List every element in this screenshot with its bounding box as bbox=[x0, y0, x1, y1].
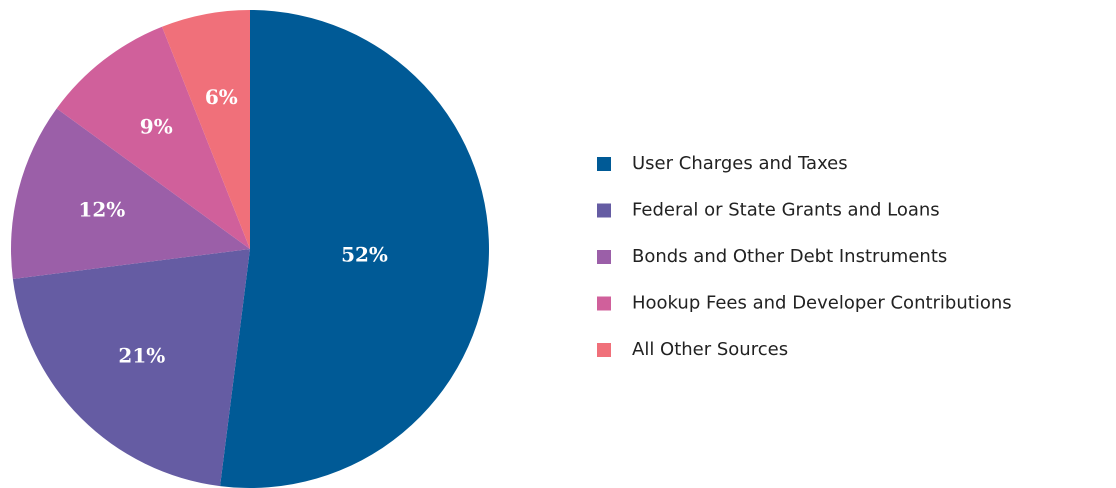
pie-slice bbox=[162, 10, 250, 249]
legend-label: Federal or State Grants and Loans bbox=[632, 200, 940, 221]
value-label: 9% bbox=[140, 115, 173, 139]
legend-label: User Charges and Taxes bbox=[632, 153, 848, 174]
pie-slice bbox=[12, 249, 251, 487]
legend-swatch bbox=[597, 296, 611, 311]
legend-label: All Other Sources bbox=[632, 339, 788, 360]
value-label: 6% bbox=[205, 85, 238, 109]
legend-swatch bbox=[597, 157, 611, 171]
legend-swatch bbox=[597, 203, 611, 218]
value-label: 52% bbox=[341, 243, 388, 267]
pie-slice bbox=[220, 10, 489, 488]
legend-label: Hookup Fees and Developer Contributions bbox=[632, 293, 1012, 314]
value-label: 12% bbox=[78, 197, 125, 221]
pie-slice bbox=[11, 108, 251, 279]
pie-slice bbox=[56, 26, 250, 250]
legend-swatch bbox=[597, 250, 611, 264]
value-label: 21% bbox=[118, 344, 165, 368]
legend-label: Bonds and Other Debt Instruments bbox=[632, 246, 947, 267]
legend-swatch bbox=[597, 343, 611, 357]
